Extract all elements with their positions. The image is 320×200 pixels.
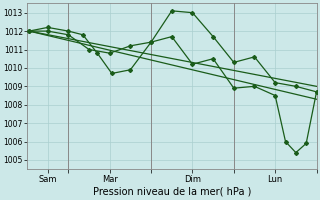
X-axis label: Pression niveau de la mer( hPa ): Pression niveau de la mer( hPa ) bbox=[92, 187, 251, 197]
